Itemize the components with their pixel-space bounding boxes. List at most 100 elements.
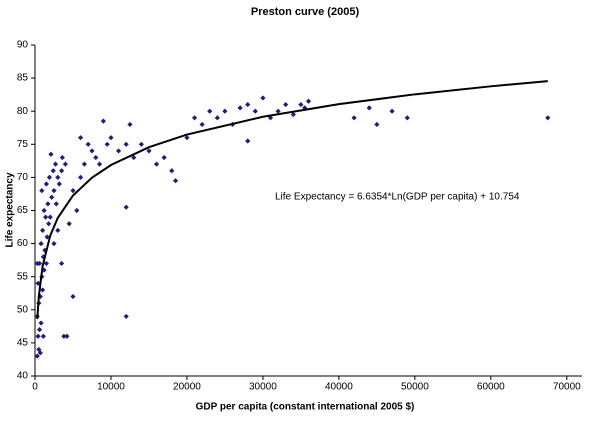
point	[34, 353, 40, 359]
point	[93, 154, 99, 161]
point	[35, 333, 41, 339]
point	[404, 115, 410, 121]
point	[100, 118, 106, 124]
point	[302, 105, 308, 111]
point	[115, 148, 122, 154]
point	[172, 178, 179, 184]
y-tick-label: 80	[17, 106, 29, 117]
point	[51, 241, 57, 247]
chart-title: Preston curve (2005)	[251, 6, 360, 18]
point	[260, 95, 266, 101]
y-tick-label: 65	[17, 205, 29, 216]
x-tick-label: 50000	[401, 382, 429, 393]
point	[46, 174, 53, 180]
point	[123, 141, 129, 147]
point	[36, 327, 43, 333]
point	[267, 115, 274, 121]
point	[52, 161, 59, 167]
point	[77, 135, 84, 141]
point	[290, 111, 296, 118]
point	[96, 161, 103, 167]
point	[81, 161, 87, 167]
point	[41, 207, 47, 214]
point	[237, 105, 243, 111]
point	[184, 135, 190, 141]
x-tick-label: 10000	[97, 382, 125, 393]
point	[44, 234, 50, 240]
point	[55, 227, 61, 233]
point	[85, 141, 91, 147]
point	[89, 148, 95, 154]
y-tick-label: 55	[17, 271, 29, 282]
x-axis-label: GDP per capita (constant international 2…	[196, 402, 415, 413]
point	[131, 154, 137, 161]
point	[43, 214, 49, 220]
point	[37, 350, 43, 356]
point	[62, 161, 68, 167]
point	[545, 115, 551, 121]
x-tick-label: 70000	[553, 382, 581, 393]
point	[51, 188, 57, 194]
point	[39, 188, 45, 194]
y-tick-label: 60	[17, 238, 29, 249]
point	[49, 194, 55, 200]
point	[53, 201, 59, 207]
y-tick-label: 70	[17, 172, 29, 183]
point	[56, 181, 62, 187]
point	[39, 227, 46, 233]
point	[74, 207, 80, 214]
point	[245, 101, 251, 108]
point	[199, 121, 205, 128]
point	[58, 168, 65, 174]
point	[374, 121, 380, 128]
x-tick-label: 40000	[325, 382, 353, 393]
x-tick-label: 20000	[173, 382, 201, 393]
trend-line	[36, 80, 548, 320]
point	[108, 135, 114, 141]
point	[153, 161, 160, 167]
point	[70, 293, 76, 300]
point	[366, 105, 372, 111]
point	[36, 346, 42, 353]
point	[191, 115, 198, 121]
point	[123, 313, 129, 320]
y-tick-label: 40	[17, 371, 29, 382]
point	[70, 188, 76, 194]
point	[123, 204, 129, 210]
point	[222, 108, 228, 114]
point	[47, 214, 53, 220]
y-tick-label: 50	[17, 304, 29, 315]
point	[389, 108, 395, 114]
y-tick-label: 90	[17, 40, 29, 51]
x-tick-label: 60000	[477, 382, 505, 393]
point	[43, 260, 49, 267]
point	[61, 333, 67, 339]
point	[66, 221, 72, 227]
point	[146, 148, 152, 154]
point	[214, 115, 220, 121]
y-tick-label: 75	[17, 139, 29, 150]
x-tick-label: 30000	[249, 382, 277, 393]
point	[207, 108, 213, 114]
point	[59, 154, 65, 161]
point	[38, 320, 44, 326]
point	[298, 101, 304, 108]
y-axis-label: Life expectancy	[5, 172, 16, 247]
point	[161, 154, 167, 161]
x-tick-label: 0	[32, 382, 38, 393]
point	[77, 174, 84, 180]
point	[275, 108, 281, 114]
point	[305, 98, 312, 104]
point	[39, 287, 46, 293]
point	[283, 101, 289, 108]
point	[34, 260, 40, 267]
point	[48, 151, 54, 157]
point	[104, 141, 110, 147]
point	[169, 168, 175, 174]
point	[50, 168, 56, 174]
point	[45, 201, 51, 207]
point	[64, 333, 70, 339]
y-tick-label: 85	[17, 73, 29, 84]
point	[252, 108, 258, 114]
